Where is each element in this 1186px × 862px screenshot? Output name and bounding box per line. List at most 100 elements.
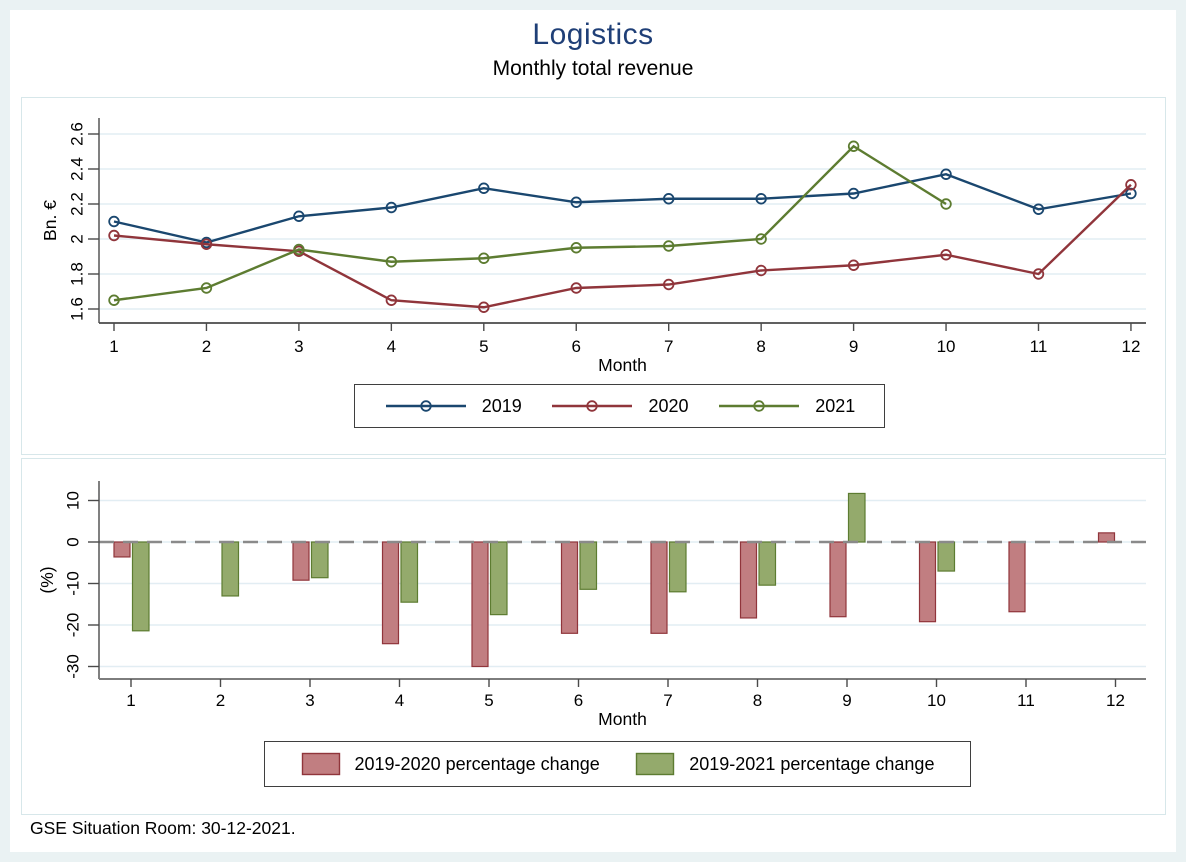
bar-2019-2020-m6	[560, 541, 579, 634]
data-point-2019-m7	[663, 193, 675, 205]
x-tick-label: 6	[572, 337, 581, 356]
bar-2019-2020-m5	[471, 541, 489, 668]
bar-2019-2021-m7	[668, 541, 687, 593]
data-point-2020-m6	[570, 282, 582, 294]
bar-2019-2021-m2	[221, 541, 240, 597]
x-axis-label: Month	[598, 709, 647, 729]
y-tick-label: 2	[67, 234, 86, 243]
series-line-2019	[113, 173, 1132, 244]
x-tick-label: 10	[937, 337, 956, 356]
bar-2019-2020-m12	[1097, 532, 1116, 543]
data-point-2020-m7	[663, 278, 675, 291]
x-tick-label: 8	[756, 337, 765, 356]
x-tick-label: 11	[1017, 691, 1035, 710]
legend-item-2019: 2019	[384, 396, 522, 417]
bar-2019-2020-m9	[829, 541, 847, 618]
bar-2019-2021-m10	[937, 541, 956, 572]
figure-inner: Logistics Monthly total revenue 2.6 2.4 2.…	[10, 10, 1176, 852]
legend-item-2019-2021-change: 2019-2021 percentage change	[635, 752, 934, 776]
data-point-2019-m10	[940, 168, 952, 180]
bar-2019-2021-m3	[310, 541, 329, 579]
data-point-2020-m2	[200, 238, 213, 250]
line-marker-swatch-2020-icon	[552, 400, 633, 412]
bar-2019-2020-m1	[113, 541, 131, 558]
x-tick-label: 11	[1030, 337, 1048, 356]
y-tick-label: -10	[63, 571, 82, 596]
line-marker-swatch-2019-icon	[385, 400, 466, 412]
line-marker-swatch-2021-icon	[719, 400, 800, 412]
x-tick-label: 12	[1121, 337, 1140, 356]
y-axis-label: (%)	[37, 566, 57, 593]
data-point-2021-m1	[108, 294, 120, 306]
data-point-2021-m9	[847, 140, 860, 152]
bar-2019-2020-m10	[918, 541, 937, 623]
data-point-2019-m5	[478, 182, 490, 194]
data-point-2021-m4	[385, 256, 398, 268]
data-point-2020-m5	[478, 301, 490, 313]
data-point-2020-m4	[385, 294, 398, 306]
bar-2019-2021-m9	[847, 492, 866, 543]
bar-2019-2020-m4	[381, 541, 400, 645]
data-point-2021-m5	[478, 252, 490, 264]
data-point-2019-m3	[293, 210, 305, 222]
x-tick-label: 7	[664, 337, 673, 356]
data-point-2019-m4	[385, 201, 398, 214]
bar-2019-2020-m7	[650, 541, 668, 634]
legend-label-2021: 2021	[815, 395, 856, 416]
x-tick-label: 5	[479, 337, 488, 356]
x-tick-label: 4	[387, 337, 396, 356]
x-tick-label: 2	[202, 337, 211, 356]
data-point-2019-m8	[755, 193, 767, 205]
y-axis-label: Bn. €	[40, 200, 60, 241]
series-line-2020	[113, 183, 1132, 309]
bar-swatch-2019-2021-icon	[636, 752, 675, 776]
data-point-2019-m11	[1032, 203, 1045, 215]
bar-swatch-2019-2020-icon	[301, 752, 340, 776]
y-tick-label: 2.2	[67, 192, 86, 216]
legend-label-2020: 2020	[648, 395, 689, 416]
series-line-2021	[113, 144, 947, 302]
data-point-2020-m12	[1125, 179, 1137, 191]
x-tick-label: 12	[1106, 691, 1125, 710]
percentage-bar-chart-panel: 10 0 -10 -20 -30 1 2 3 4 5 6 7 8 9 10 11 12 Month (%) 2019…	[21, 458, 1166, 815]
bar-2019-2020-m11	[1008, 541, 1026, 613]
y-tick-label: 1.8	[67, 262, 86, 286]
x-tick-label: 3	[305, 691, 314, 710]
y-tick-label: 2.4	[67, 157, 86, 181]
x-tick-label: 7	[663, 691, 672, 710]
bar-2019-2021-m8	[758, 541, 777, 586]
x-tick-label: 2	[216, 691, 225, 710]
footer-note: GSE Situation Room: 30-12-2021.	[30, 818, 296, 838]
legend-label-2019-2020-change: 2019-2020 percentage change	[354, 753, 600, 774]
page-subtitle: Monthly total revenue	[492, 57, 694, 80]
x-tick-label: 1	[126, 691, 135, 710]
y-tick-label: 2.6	[67, 122, 86, 146]
legend-item-2020: 2020	[550, 395, 689, 417]
y-tick-label: 10	[63, 491, 82, 510]
bar-2019-2021-m5	[489, 541, 508, 616]
bar-2019-2020-m8	[739, 541, 758, 619]
revenue-line-chart: 2.62.42.221.81.61 2 3 4 5 6 7 8 9 10 11 12MonthBn. …	[40, 118, 1146, 375]
y-tick-label: -30	[63, 654, 82, 679]
data-point-2019-m1	[108, 215, 120, 228]
data-point-2020-m9	[847, 259, 860, 271]
bar-2019-2020-m3	[292, 541, 310, 581]
x-tick-label: 1	[109, 337, 118, 356]
x-tick-label: 9	[842, 691, 851, 710]
data-point-2021-m6	[570, 242, 582, 254]
revenue-legend: 2019 2020 2021	[354, 384, 885, 428]
legend-label-2019: 2019	[481, 395, 522, 416]
x-tick-label: 9	[849, 337, 858, 356]
y-tick-label: 0	[63, 537, 82, 546]
data-point-2020-m10	[940, 249, 952, 261]
x-tick-label: 5	[484, 691, 493, 710]
x-tick-label: 3	[294, 337, 303, 356]
page-title: Logistics	[532, 18, 654, 51]
x-tick-label: 6	[574, 691, 583, 710]
revenue-line-chart-panel: 2.6 2.4 2.2 2 1.8 1.6 1 2 3 4 5 6 7 8 9 10 11 12 Month Bn. …	[21, 97, 1166, 455]
data-point-2021-m7	[663, 240, 675, 252]
data-point-2019-m9	[847, 187, 860, 200]
bar-2019-2021-m4	[400, 541, 419, 603]
x-axis-label: Month	[598, 355, 647, 375]
